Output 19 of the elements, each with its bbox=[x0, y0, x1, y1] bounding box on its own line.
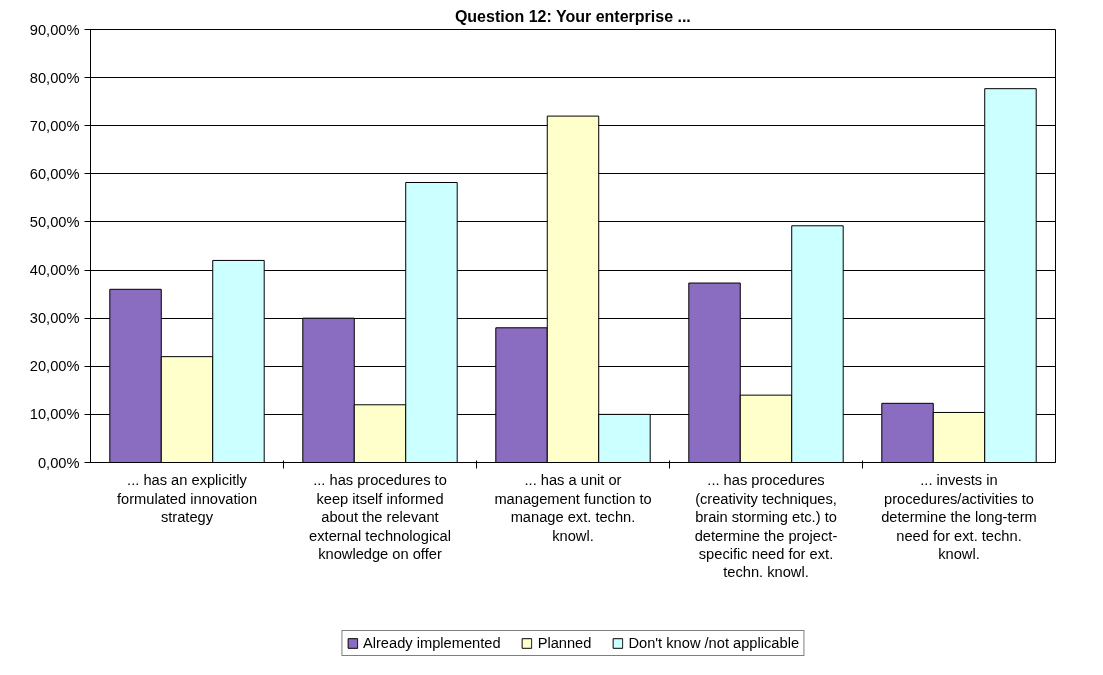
y-tick-label: 50,00% bbox=[29, 213, 80, 230]
y-tick-label: 10,00% bbox=[29, 406, 80, 423]
y-tick-label: 40,00% bbox=[29, 262, 80, 279]
x-tick-label: ... has procedures to keep itself informed about the relevant external technological knowledge on offer bbox=[309, 472, 451, 562]
legend-label: Already implemented bbox=[362, 635, 501, 651]
chart-title: Question 12: Your enterprise ... bbox=[454, 7, 691, 25]
x-tick-label: ... has a unit or management function to manage ext. techn. knowl. bbox=[494, 472, 652, 544]
y-tick-label: 60,00% bbox=[29, 165, 80, 182]
x-tick-label: ... has procedures (creativity techniques, brain storming etc.) to determine the project-specific need for ext. techn. knowl. bbox=[694, 472, 838, 581]
y-tick-label: 80,00% bbox=[29, 69, 80, 86]
y-tick-label: 70,00% bbox=[29, 117, 80, 134]
y-tick-label: 90,00% bbox=[29, 21, 80, 38]
y-tick-label: 0,00% bbox=[37, 454, 80, 471]
legend-label: Planned bbox=[537, 635, 592, 651]
legend-label: Don't know /not applicable bbox=[628, 635, 800, 651]
x-tick-label: ... invests in procedures/activities to determine the long-term need for ext. techn. knowl. bbox=[881, 472, 1037, 562]
x-tick-label: ... has an explicitly formulated innovation strategy bbox=[116, 472, 258, 526]
y-tick-label: 20,00% bbox=[29, 358, 80, 375]
y-tick-label: 30,00% bbox=[29, 310, 80, 327]
